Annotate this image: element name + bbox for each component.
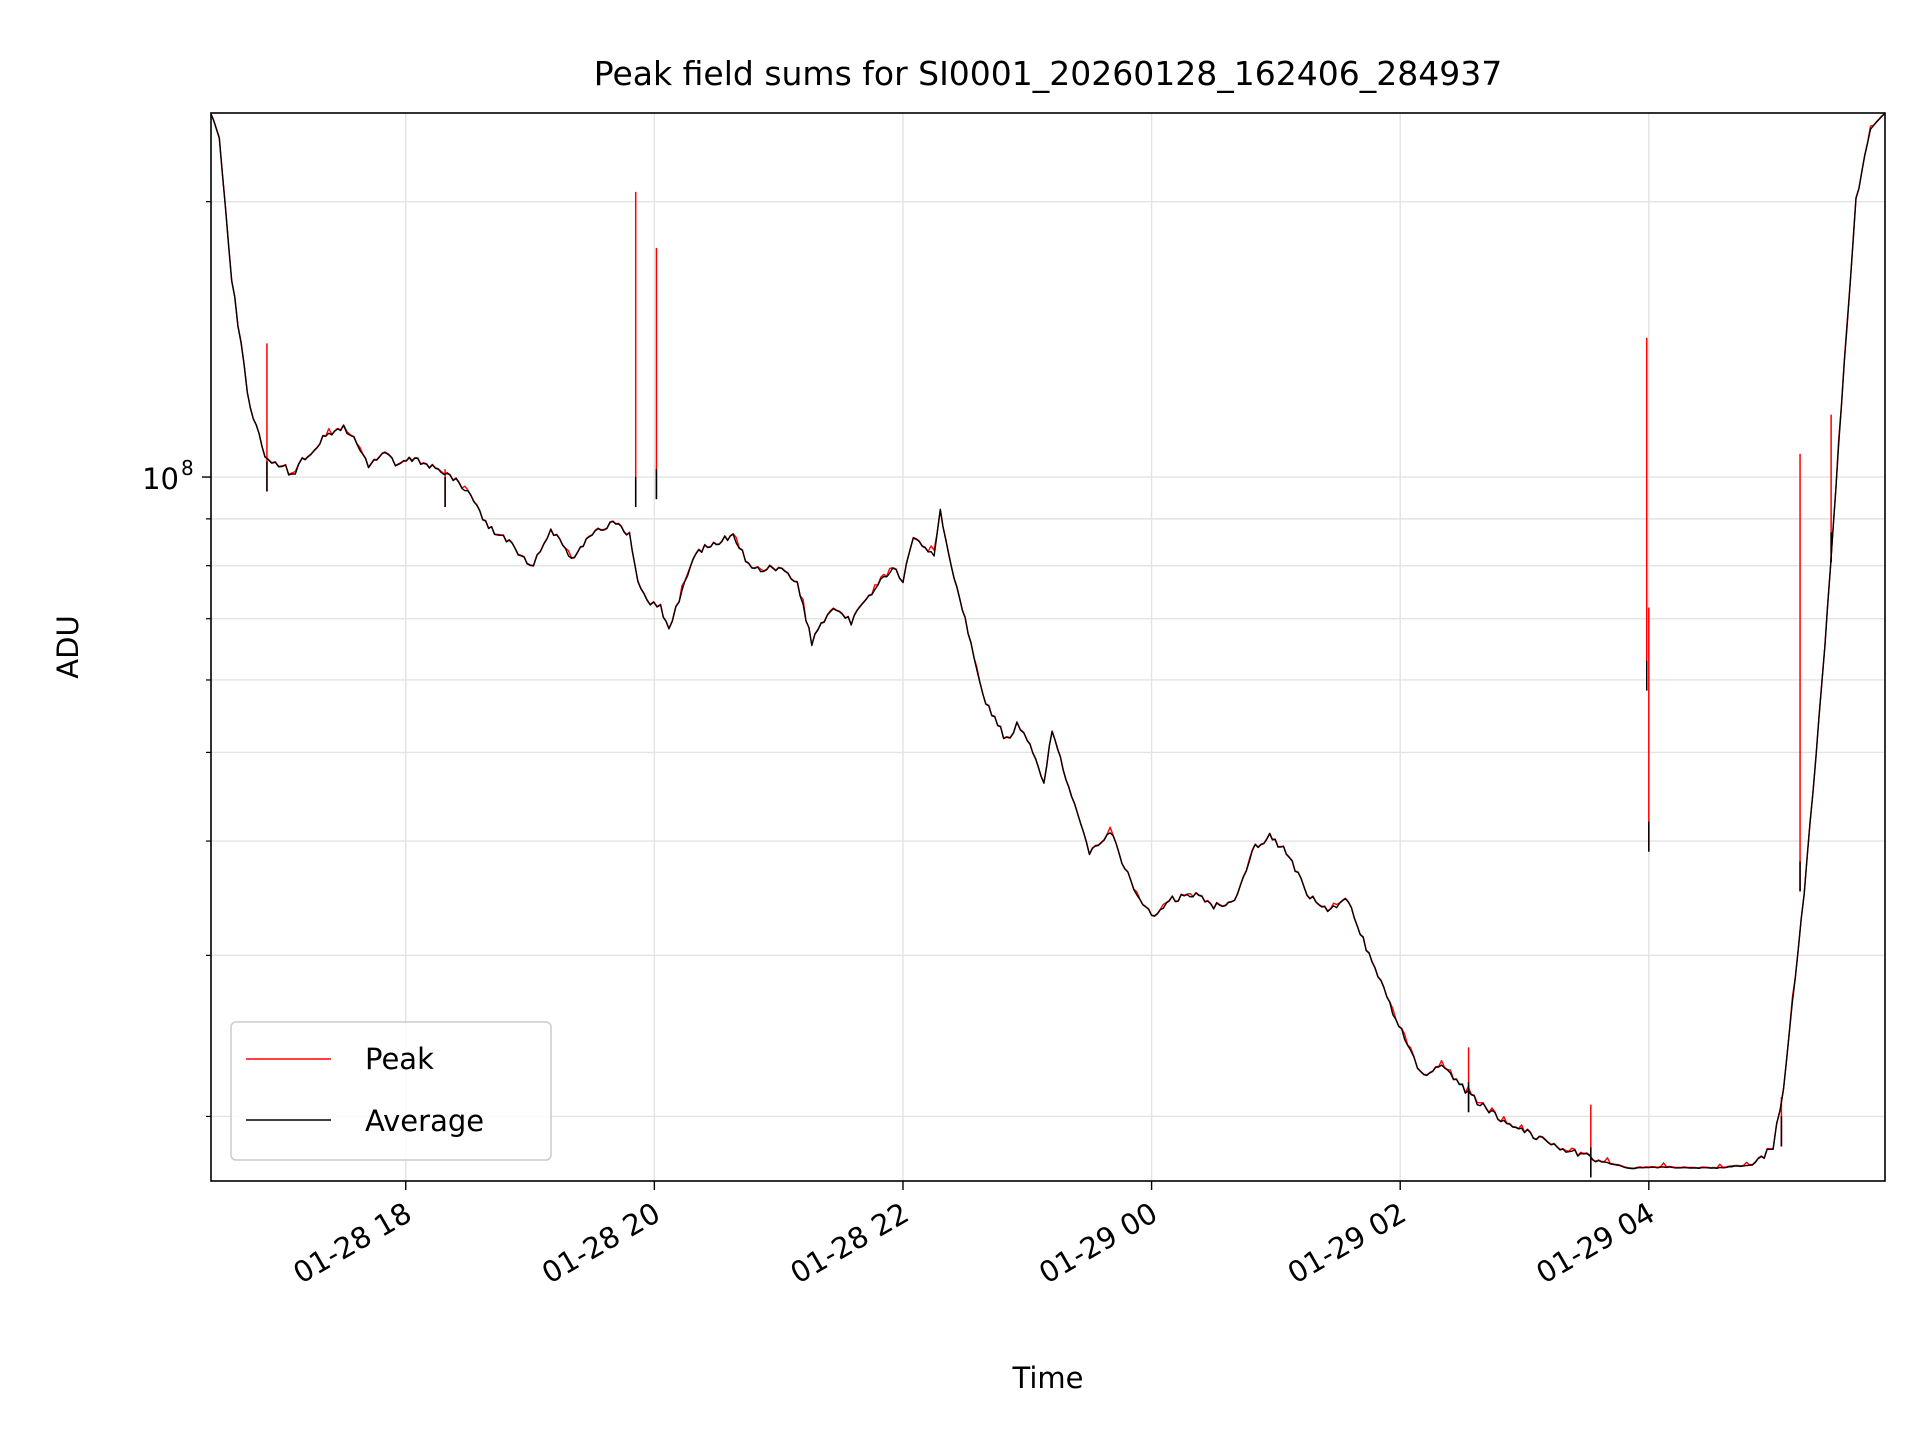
legend: Peak Average	[230, 1021, 552, 1161]
legend-peak-label: Peak	[365, 1042, 434, 1076]
x-tick-label: 01-28 20	[536, 1196, 666, 1291]
plot-frame	[210, 112, 1886, 1182]
grid-lines	[211, 113, 1885, 1181]
series-peak	[210, 113, 1886, 1178]
x-axis-label: Time	[1012, 1361, 1084, 1395]
peak-line	[210, 113, 1886, 1169]
y-tick-label-exponent: 8	[181, 456, 194, 480]
y-tick-label: 10	[142, 462, 179, 496]
average-line	[210, 112, 1886, 1170]
legend-average-label: Average	[365, 1104, 484, 1138]
x-tick-label: 01-28 22	[785, 1196, 915, 1291]
x-tick-label: 01-29 04	[1530, 1196, 1660, 1291]
y-axis-label: ADU	[51, 615, 85, 678]
series-average	[210, 112, 1886, 1178]
x-tick-label: 01-29 00	[1033, 1196, 1163, 1291]
legend-box	[230, 1021, 552, 1161]
x-tick-label: 01-29 02	[1282, 1196, 1412, 1291]
x-tick-label: 01-28 18	[287, 1196, 417, 1291]
chart-title: Peak field sums for SI0001_20260128_1624…	[594, 54, 1502, 93]
